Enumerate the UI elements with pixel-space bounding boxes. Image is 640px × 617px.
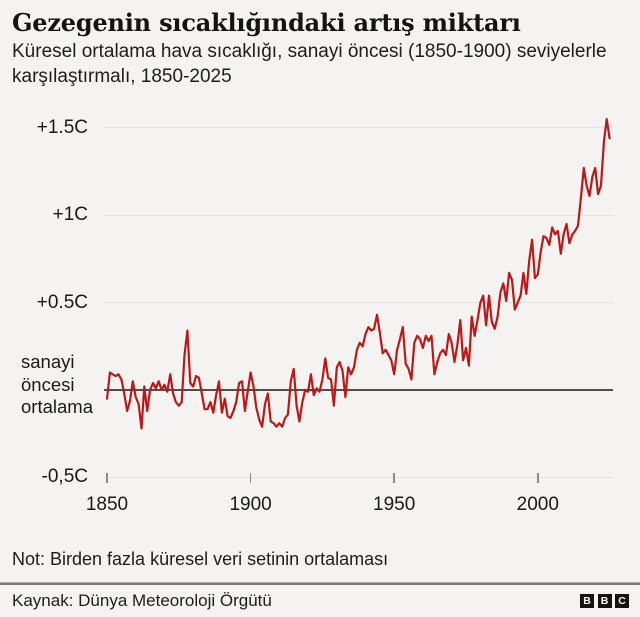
bbc-logo-block: B — [597, 594, 612, 608]
x-axis-label: 1850 — [85, 494, 129, 515]
x-axis-label: 1950 — [373, 494, 416, 515]
baseline-annotation-line: sanayi — [21, 351, 75, 372]
baseline-annotation: sanayi öncesi ortalama — [21, 351, 93, 419]
x-axis-tick — [393, 472, 395, 483]
chart-subtitle: Küresel ortalama hava sıcaklığı, sanayi … — [12, 41, 607, 87]
y-gridline — [104, 302, 613, 304]
bbc-logo-block: B — [580, 594, 594, 608]
x-axis-label: 2000 — [516, 494, 559, 515]
temperature-series-line — [105, 118, 611, 430]
chart-note: Not: Birden fazla küresel veri setinin o… — [12, 549, 389, 569]
y-axis-label: +1C — [52, 204, 88, 226]
y-axis-label: +0.5C — [36, 291, 88, 313]
bbc-logo-block: C — [615, 594, 629, 608]
y-gridline — [104, 127, 613, 129]
y-axis-label: -0,5C — [41, 466, 88, 488]
zero-baseline — [104, 389, 613, 391]
y-gridline — [104, 476, 613, 478]
x-axis-tick — [537, 472, 539, 483]
chart-title: Gezegenin sıcaklığındaki artış miktarı — [12, 8, 521, 37]
x-axis-tick — [249, 472, 252, 483]
baseline-annotation-line: ortalama — [21, 396, 93, 417]
x-axis-tick — [106, 472, 108, 483]
x-axis-label: 1900 — [229, 494, 272, 515]
baseline-annotation-line: öncesi — [21, 373, 75, 395]
y-axis-label: +1.5C — [36, 116, 88, 138]
source-text: Kaynak: Dünya Meteoroloji Örgütü — [12, 591, 272, 610]
footer-divider — [0, 582, 640, 585]
y-gridline — [104, 214, 613, 216]
